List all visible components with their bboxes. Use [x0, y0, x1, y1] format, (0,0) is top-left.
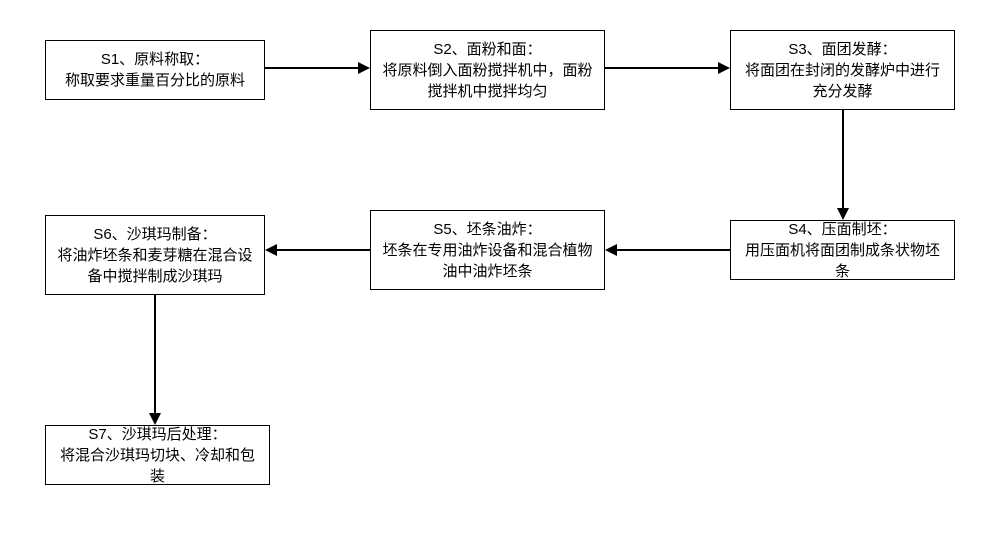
flow-node-s3: S3、面团发酵： 将面团在封闭的发酵炉中进行充分发酵	[730, 30, 955, 110]
arrow-s2-s3	[605, 67, 720, 69]
arrow-head-icon	[605, 244, 617, 256]
arrow-head-icon	[149, 413, 161, 425]
node-desc: 将混合沙琪玛切块、冷却和包装	[56, 445, 259, 487]
arrow-head-icon	[265, 244, 277, 256]
node-title: S4、压面制坯：	[788, 219, 896, 240]
node-title: S3、面团发酵：	[788, 39, 896, 60]
node-desc: 坯条在专用油炸设备和混合植物油中油炸坯条	[381, 240, 594, 282]
node-desc: 用压面机将面团制成条状物坯条	[741, 240, 944, 282]
node-desc: 将面团在封闭的发酵炉中进行充分发酵	[741, 60, 944, 102]
flow-node-s4: S4、压面制坯： 用压面机将面团制成条状物坯条	[730, 220, 955, 280]
node-title: S2、面粉和面：	[433, 39, 541, 60]
node-desc: 将原料倒入面粉搅拌机中，面粉搅拌机中搅拌均匀	[381, 60, 594, 102]
node-title: S5、坯条油炸：	[433, 219, 541, 240]
arrow-s4-s5	[617, 249, 730, 251]
flow-node-s5: S5、坯条油炸： 坯条在专用油炸设备和混合植物油中油炸坯条	[370, 210, 605, 290]
arrow-head-icon	[837, 208, 849, 220]
flow-node-s7: S7、沙琪玛后处理： 将混合沙琪玛切块、冷却和包装	[45, 425, 270, 485]
arrow-s3-s4	[842, 110, 844, 210]
node-desc: 称取要求重量百分比的原料	[65, 70, 245, 91]
node-title: S1、原料称取：	[101, 49, 209, 70]
arrow-s1-s2	[265, 67, 360, 69]
node-desc: 将油炸坯条和麦芽糖在混合设备中搅拌制成沙琪玛	[56, 245, 254, 287]
arrow-head-icon	[718, 62, 730, 74]
flow-node-s6: S6、沙琪玛制备： 将油炸坯条和麦芽糖在混合设备中搅拌制成沙琪玛	[45, 215, 265, 295]
node-title: S7、沙琪玛后处理：	[88, 424, 226, 445]
arrow-s6-s7	[154, 295, 156, 415]
node-title: S6、沙琪玛制备：	[93, 224, 216, 245]
arrow-head-icon	[358, 62, 370, 74]
flow-node-s1: S1、原料称取： 称取要求重量百分比的原料	[45, 40, 265, 100]
arrow-s5-s6	[277, 249, 370, 251]
flow-node-s2: S2、面粉和面： 将原料倒入面粉搅拌机中，面粉搅拌机中搅拌均匀	[370, 30, 605, 110]
